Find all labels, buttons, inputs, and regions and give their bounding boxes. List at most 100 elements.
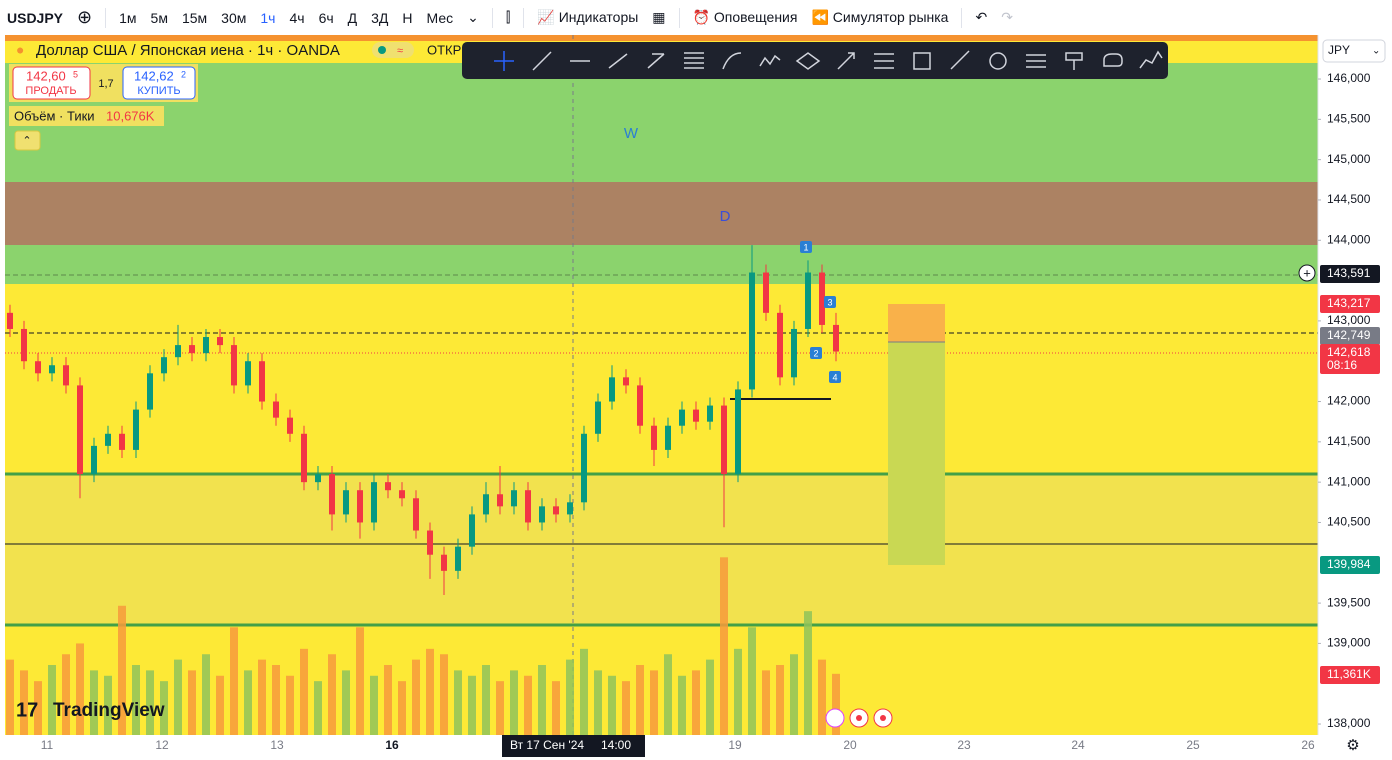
crosshair-add[interactable] xyxy=(1298,264,1316,282)
volume-bar xyxy=(328,654,336,735)
drawing-tool[interactable] xyxy=(722,52,742,70)
drawing-tool[interactable] xyxy=(494,51,514,71)
drawing-toolbar xyxy=(462,42,1168,79)
candle-body xyxy=(791,328,797,378)
tool-icon xyxy=(837,52,855,70)
tool-icon xyxy=(684,52,704,69)
volume-layer xyxy=(6,557,840,735)
interval[interactable]: 4ч xyxy=(289,9,305,26)
interval-menu[interactable]: ⌄ xyxy=(467,9,479,25)
drawing-tool[interactable] xyxy=(647,53,665,69)
zone-brown xyxy=(5,182,1318,245)
undo[interactable]: ↶ xyxy=(975,9,988,25)
volume-bar xyxy=(832,673,840,735)
x-tick-label: 25 xyxy=(1186,738,1200,752)
zone-green-lower xyxy=(5,245,1318,284)
separator xyxy=(491,7,493,28)
redo[interactable]: ↷ xyxy=(1001,9,1013,25)
drawing-tool[interactable] xyxy=(1103,53,1123,67)
candle-body xyxy=(819,272,825,325)
candle-body xyxy=(595,401,601,434)
logo: 17 TradingView xyxy=(16,699,165,721)
point-box xyxy=(810,347,822,359)
candle-body xyxy=(399,490,405,499)
interval[interactable]: Д xyxy=(347,9,358,26)
drawing-tool[interactable] xyxy=(795,52,821,70)
alerts[interactable]: ⏰ Оповещения xyxy=(692,9,798,25)
symbol[interactable]: USDJPY xyxy=(7,9,64,26)
currency-button[interactable] xyxy=(1322,39,1386,63)
tool-icon xyxy=(795,52,821,70)
drawing-tool[interactable] xyxy=(608,53,628,69)
volume-bar xyxy=(48,665,56,735)
drawing-tool[interactable] xyxy=(950,50,970,70)
drawing-tool[interactable] xyxy=(532,51,552,71)
x-tick-label: 11 xyxy=(41,738,54,752)
interval[interactable]: 1м xyxy=(119,9,137,26)
candle-body xyxy=(329,474,335,515)
candle-body xyxy=(77,385,83,475)
candle-body xyxy=(525,490,531,523)
volume-value: 10,676K xyxy=(106,108,155,123)
price-label-box xyxy=(1320,265,1380,283)
candle-body xyxy=(721,405,727,475)
candle-body xyxy=(105,433,111,446)
y-tick-label: 142,000 xyxy=(1327,394,1371,408)
interval[interactable]: 6ч xyxy=(318,9,334,26)
drawing-tool[interactable] xyxy=(874,53,894,69)
sell-button[interactable] xyxy=(12,66,91,100)
drawing-tool[interactable] xyxy=(1065,52,1083,70)
crosshair-time: 14:00 xyxy=(601,738,631,752)
volume-bar xyxy=(692,670,700,735)
x-tick-label: 13 xyxy=(270,738,284,752)
candle-body xyxy=(231,345,237,386)
candles-layer xyxy=(7,245,839,596)
interval[interactable]: 15м xyxy=(181,9,208,26)
volume-bar xyxy=(720,557,728,735)
drawing-tool[interactable] xyxy=(1139,50,1163,69)
y-tick-label: 146,000 xyxy=(1327,71,1371,85)
templates[interactable]: ▦ xyxy=(652,9,666,25)
chart-type[interactable]: ⫿ xyxy=(505,9,511,25)
stop-zone xyxy=(888,304,945,342)
crosshair-time-box xyxy=(502,735,645,757)
replay[interactable]: ⏪ Симулятор рынка xyxy=(811,9,949,25)
volume-bar xyxy=(678,675,686,735)
interval[interactable]: 3Д xyxy=(371,9,389,26)
indicators[interactable]: 📈 Индикаторы xyxy=(537,9,639,25)
candle-body xyxy=(301,433,307,483)
buy-button[interactable] xyxy=(122,66,196,100)
tool-icon xyxy=(1103,53,1123,67)
collapse-button[interactable] xyxy=(14,130,41,151)
tool-icon xyxy=(1065,52,1083,70)
y-tick-label: 141,500 xyxy=(1327,434,1371,448)
volume-bar xyxy=(216,675,224,735)
drawing-tool[interactable] xyxy=(913,52,931,70)
event-dot xyxy=(880,715,886,721)
y-tick-label: 139,500 xyxy=(1327,595,1371,609)
volume-bar xyxy=(90,670,98,735)
candle-body xyxy=(147,373,153,410)
drawing-tool[interactable] xyxy=(989,52,1007,70)
volume-bar xyxy=(496,681,504,735)
drawing-tool[interactable] xyxy=(837,52,855,70)
drawing-tool[interactable] xyxy=(1026,54,1046,68)
buy-price: 142,62 xyxy=(134,68,174,83)
settings[interactable]: ⚙ xyxy=(1346,737,1359,754)
interval[interactable]: 1ч xyxy=(260,9,276,26)
zone-green-upper xyxy=(5,63,1318,182)
x-tick-labels: 11 12 13 16 19 20 23 24 25 26 xyxy=(41,738,1315,752)
separator xyxy=(961,7,963,28)
candle-body xyxy=(455,546,461,571)
interval[interactable]: 30м xyxy=(221,9,247,26)
drawing-tool[interactable] xyxy=(759,54,781,67)
event-icon[interactable] xyxy=(825,708,845,728)
interval[interactable]: 5м xyxy=(150,9,168,26)
drawing-tool[interactable] xyxy=(684,52,704,69)
interval[interactable]: Н xyxy=(402,9,413,26)
price-label: 139,984 xyxy=(1327,557,1371,571)
candle-body xyxy=(287,417,293,434)
add-symbol[interactable]: ⊕ xyxy=(77,7,93,27)
interval[interactable]: Мес xyxy=(426,9,454,26)
